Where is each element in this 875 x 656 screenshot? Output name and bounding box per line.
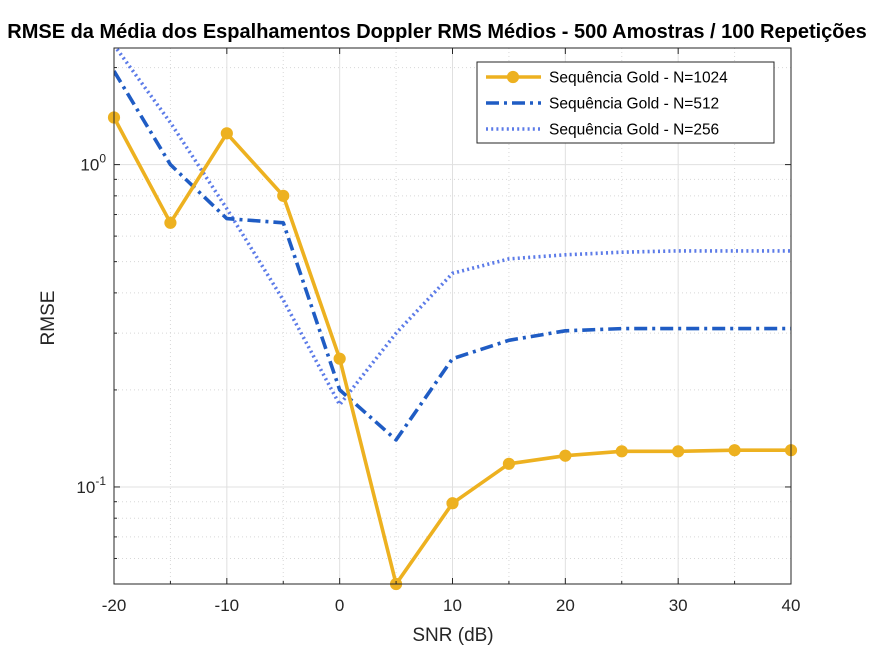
y-tick-label: 10-1 — [76, 474, 106, 497]
data-point — [164, 216, 177, 229]
legend-label-2: Sequência Gold - N=512 — [549, 96, 719, 113]
legend-marker — [506, 70, 520, 84]
series-line-2 — [114, 70, 791, 442]
x-tick-label: -10 — [215, 596, 240, 615]
data-point — [559, 449, 572, 462]
x-tick-label: 10 — [443, 596, 462, 615]
x-tick-label: 30 — [669, 596, 688, 615]
data-point — [728, 444, 741, 457]
data-point — [277, 189, 290, 202]
x-tick-label: -20 — [102, 596, 127, 615]
series-line-3 — [114, 48, 791, 407]
y-axis-label: RMSE — [38, 291, 59, 346]
x-tick-label: 40 — [782, 596, 801, 615]
y-tick-label: 100 — [80, 152, 106, 175]
data-point — [672, 445, 685, 458]
x-axis-label: SNR (dB) — [412, 625, 493, 646]
chart-title: RMSE da Média dos Espalhamentos Doppler … — [7, 21, 867, 43]
legend-label-3: Sequência Gold - N=256 — [549, 122, 719, 139]
data-point — [446, 497, 459, 510]
data-point — [615, 445, 628, 458]
data-point — [502, 457, 516, 470]
x-tick-label: 20 — [556, 596, 575, 615]
data-point — [333, 352, 346, 365]
data-point — [220, 127, 233, 140]
legend: Sequência Gold - N=1024 Sequência Gold - … — [476, 61, 775, 144]
legend-label-1: Sequência Gold - N=1024 — [549, 70, 728, 87]
x-tick-label: 0 — [335, 596, 344, 615]
